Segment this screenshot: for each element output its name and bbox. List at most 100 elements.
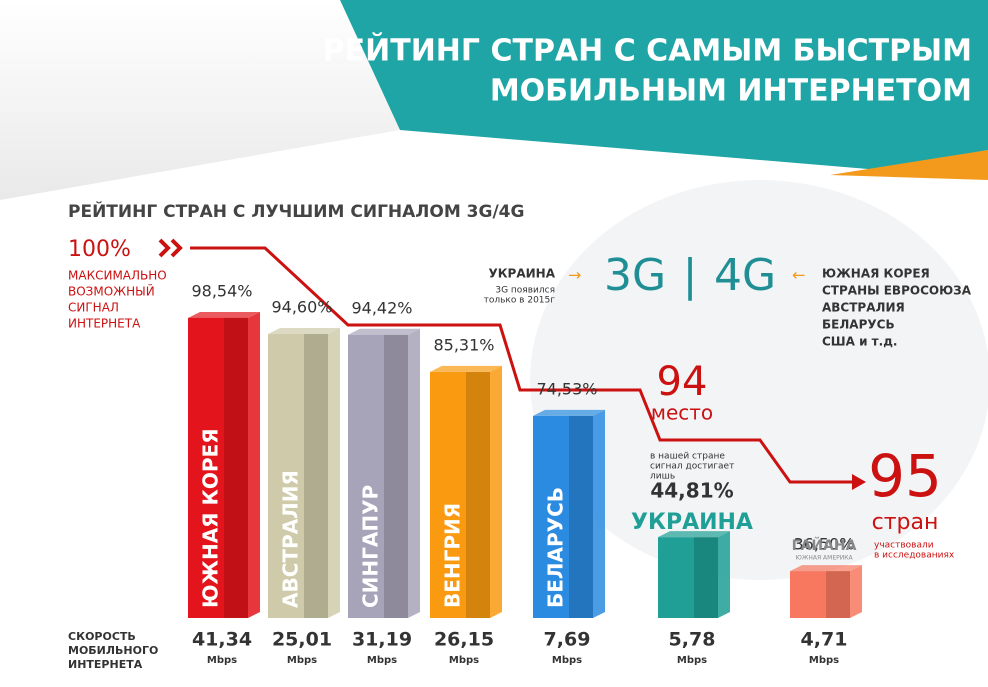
signal-note: в нашей стране	[650, 452, 725, 462]
category-label: АВСТРАЛИЯ	[279, 470, 303, 608]
value-label: 94,60%	[271, 298, 332, 317]
bar-shade	[569, 415, 593, 618]
bar-shade	[826, 571, 850, 618]
bar-top	[348, 328, 420, 335]
bar-side	[248, 311, 260, 618]
bar-side	[850, 565, 862, 618]
place-num: 94	[657, 359, 708, 405]
max-text-line: ИНТЕРНЕТА	[68, 317, 141, 331]
speed-value: 5,78	[669, 629, 716, 651]
speed-title: СКОРОСТЬ МОБИЛЬНОГО ИНТЕРНЕТА	[68, 630, 158, 671]
header-title: МОБИЛЬНЫМ ИНТЕРНЕТОМ	[490, 74, 972, 109]
bar-side	[490, 365, 502, 618]
speed-unit: Mbps	[449, 655, 479, 666]
category-label: ВЕНГРИЯ	[441, 503, 465, 608]
speed-unit: Mbps	[287, 655, 317, 666]
globe	[530, 180, 988, 580]
value-label: 44,81%	[650, 479, 733, 503]
value-label: 85,31%	[433, 335, 494, 354]
bar-top	[188, 311, 260, 318]
speed-value: 26,15	[434, 629, 494, 651]
value-label: 94,42%	[351, 298, 412, 317]
bar-side	[593, 409, 605, 618]
speed-unit: Mbps	[809, 655, 839, 666]
max-text: МАКСИМАЛЬНО ВОЗМОЖНЫЙ СИГНАЛ ИНТЕРНЕТА	[68, 269, 167, 331]
bar-side	[328, 328, 340, 618]
arrow-right: →	[568, 266, 581, 285]
bar	[790, 571, 850, 618]
country-4g: АВСТРАЛИЯ	[822, 301, 905, 315]
speed-unit: Mbps	[677, 655, 707, 666]
ukraine-note: только в 2015г	[484, 296, 556, 306]
chart-title: РЕЙТИНГ СТРАН С ЛУЧШИМ СИГНАЛОМ 3G/4G	[68, 200, 524, 222]
header-accent	[830, 150, 988, 180]
speed-title-word: СКОРОСТЬ	[68, 630, 136, 643]
label-sep: |	[683, 250, 698, 301]
speed-value: 41,34	[192, 629, 252, 651]
bar-shade	[694, 537, 718, 618]
speed-unit: Mbps	[207, 655, 237, 666]
label-4g: 4G	[714, 250, 776, 301]
header-band	[340, 0, 988, 170]
value-label: 36,50%	[793, 535, 854, 554]
country-4g: США и т.д.	[822, 335, 897, 349]
value-label: 74,53%	[536, 379, 597, 398]
speed-title-word: ИНТЕРНЕТА	[68, 658, 143, 671]
country-4g: СТРАНЫ ЕВРОСОЮЗА	[822, 284, 972, 298]
bar-top	[533, 409, 605, 416]
bar-shade	[224, 317, 248, 618]
bar-shade	[304, 334, 328, 618]
bar-shade	[384, 334, 408, 618]
bar-top	[268, 328, 340, 335]
category-note: ЮЖНАЯ АМЕРИКА	[795, 555, 853, 562]
speed-value: 25,01	[272, 629, 332, 651]
speed-value: 31,19	[352, 629, 412, 651]
signal-note: сигнал достигает	[650, 462, 734, 472]
arrow	[852, 474, 866, 490]
bar-side	[408, 328, 420, 618]
speed-value: 4,71	[801, 629, 848, 651]
header-left	[0, 0, 400, 200]
max-text-line: МАКСИМАЛЬНО	[68, 269, 167, 283]
bar-shade	[466, 371, 490, 618]
total-num: 95	[868, 442, 942, 510]
bar-top	[430, 365, 502, 372]
arrow-left: ←	[792, 266, 805, 285]
header-title: РЕЙТИНГ СТРАН С САМЫМ БЫСТРЫМ	[323, 33, 972, 69]
label-3g: 3G	[604, 250, 666, 301]
chevrons	[158, 238, 183, 258]
bar	[430, 371, 490, 618]
category-label: ГАЙАНА	[792, 537, 857, 554]
category-label: ЮЖНАЯ КОРЕЯ	[199, 428, 223, 608]
bar	[533, 415, 593, 618]
category-label: БЕЛАРУСЬ	[544, 487, 568, 608]
ukraine-label: УКРАИНА	[488, 267, 555, 281]
place-text: место	[651, 401, 713, 425]
value-label: 98,54%	[191, 281, 252, 300]
total-note: участвовали	[874, 541, 934, 551]
total-text: стран	[872, 510, 939, 535]
bar-top	[790, 565, 862, 572]
country-4g: БЕЛАРУСЬ	[822, 318, 895, 332]
speed-unit: Mbps	[552, 655, 582, 666]
bar	[658, 537, 718, 618]
bar-top	[658, 531, 730, 538]
max-value: 100%	[68, 237, 131, 262]
rank-line	[190, 246, 852, 484]
bar	[348, 334, 408, 618]
max-text-line: ВОЗМОЖНЫЙ	[68, 284, 155, 299]
speed-value: 7,69	[544, 629, 591, 651]
ukraine-note: 3G появился	[495, 286, 555, 296]
max-text-line: СИГНАЛ	[68, 301, 119, 315]
total-note: в исследованиях	[874, 551, 955, 561]
category-label: СИНГАПУР	[359, 485, 383, 608]
speed-title-word: МОБИЛЬНОГО	[68, 644, 158, 657]
speed-unit: Mbps	[367, 655, 397, 666]
bar	[268, 334, 328, 618]
category-label: УКРАИНА	[631, 510, 753, 535]
bar	[188, 317, 248, 618]
signal-note: лишь	[650, 472, 675, 482]
bar-side	[718, 531, 730, 618]
country-4g: ЮЖНАЯ КОРЕЯ	[822, 267, 930, 281]
